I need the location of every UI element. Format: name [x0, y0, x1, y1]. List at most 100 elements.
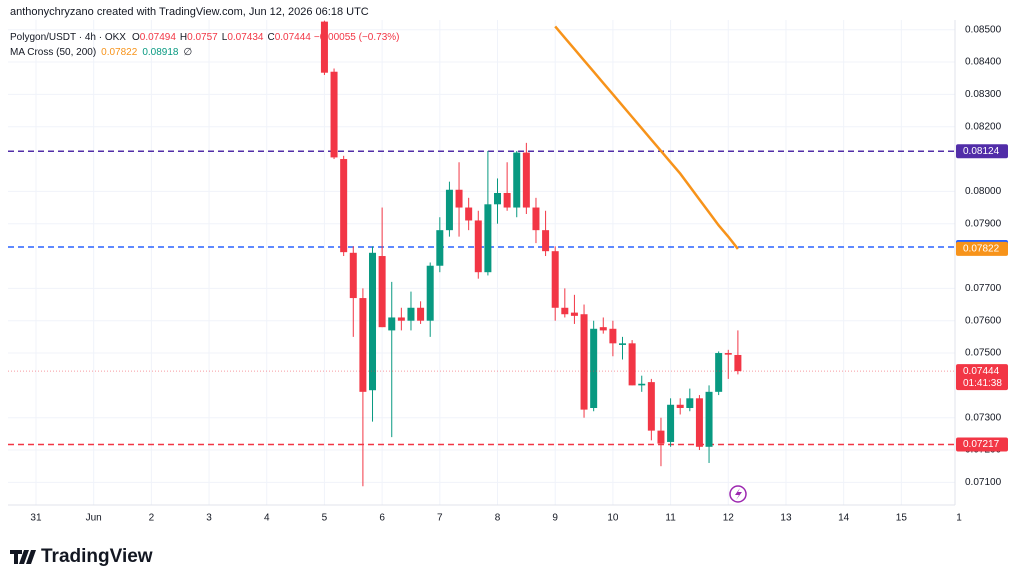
candle-body — [320, 21, 328, 73]
candle-body — [474, 220, 482, 273]
x-tick-label: 11 — [665, 513, 676, 524]
y-tick-label: 0.08200 — [965, 121, 1002, 132]
candle-body — [667, 404, 675, 442]
candle-body — [686, 398, 694, 408]
legend-symbol: Polygon/USDT · 4h · OKX — [10, 32, 126, 43]
candle-body — [407, 307, 415, 321]
candle-body — [532, 207, 540, 231]
candle-body — [369, 252, 377, 391]
x-tick-label: 7 — [437, 513, 443, 524]
legend-letter: H — [180, 32, 187, 43]
x-tick-label: 6 — [379, 513, 385, 524]
candle-body — [580, 314, 588, 410]
y-tick-label: 0.07100 — [965, 477, 1002, 488]
x-tick-label: 5 — [322, 513, 328, 524]
x-tick-label: 8 — [495, 513, 501, 524]
candle-body — [676, 404, 684, 408]
x-tick-label: 9 — [552, 513, 558, 524]
y-tick-label: 0.08300 — [965, 89, 1002, 100]
y-tick-label: 0.08000 — [965, 186, 1002, 197]
candle-body — [455, 189, 463, 208]
legend-value: 0.07494 — [140, 32, 177, 43]
countdown-label: 01:41:38 — [963, 378, 1002, 389]
candle-body — [734, 354, 742, 372]
legend-indicator: MA Cross (50, 200) 0.07822 0.08918 ∅ — [10, 47, 192, 58]
x-tick-label: 13 — [780, 513, 792, 524]
candle-body — [494, 192, 502, 205]
brand-logo — [10, 550, 36, 564]
y-tick-label: 0.07300 — [965, 412, 1002, 423]
plot-area — [8, 20, 955, 487]
candle-body — [445, 189, 453, 231]
x-tick-label: 15 — [896, 513, 908, 524]
x-tick-label: 4 — [264, 513, 270, 524]
candle-body — [378, 256, 386, 328]
no-value-sign: ∅ — [183, 47, 192, 58]
candle-body — [695, 398, 703, 447]
price-badge-label: 0.07217 — [963, 439, 1000, 450]
price-badge — [956, 144, 1008, 159]
price-badge — [956, 241, 1008, 256]
legend-value: 0.07444 — [275, 32, 312, 43]
candle-body — [609, 328, 617, 344]
price-badge — [956, 437, 1008, 452]
grid — [8, 20, 955, 505]
x-tick-label: 12 — [723, 513, 735, 524]
candle-body — [590, 328, 598, 408]
legend-letter: C — [267, 32, 274, 43]
legend-letter: L — [222, 32, 228, 43]
candle-body — [359, 298, 367, 392]
y-tick-label: 0.08400 — [965, 57, 1002, 68]
candle-body — [570, 312, 578, 316]
candle-body — [628, 343, 636, 386]
candle-body — [503, 192, 511, 208]
candle-body — [388, 317, 396, 331]
candle-body — [340, 159, 348, 253]
candle-body — [484, 204, 492, 273]
x-tick-label: Jun — [86, 513, 102, 524]
price-badge — [956, 364, 1008, 391]
x-tick-label: 31 — [30, 513, 42, 524]
candle-body — [647, 382, 655, 431]
price-badge-label: 0.08124 — [963, 146, 1000, 157]
candle-body — [465, 207, 473, 221]
legend-ohlc: Polygon/USDT · 4h · OKX O0.07494 H0.0757 L 0… — [10, 32, 399, 43]
legend-value: 0.0757 — [187, 32, 218, 43]
candle-body — [542, 230, 550, 252]
event-icon[interactable] — [729, 485, 747, 503]
candle-body — [426, 265, 434, 321]
candle-body — [397, 317, 405, 321]
x-tick-label: 14 — [838, 513, 850, 524]
x-tick-label: 10 — [607, 513, 619, 524]
indicator-name: MA Cross (50, 200) — [10, 47, 96, 58]
price-badge-label: 0.07444 — [963, 366, 1000, 377]
candle-body — [715, 353, 723, 392]
candle-body — [513, 152, 521, 208]
x-tick-label: 2 — [149, 513, 155, 524]
candle-body — [561, 307, 569, 315]
y-tick-label: 0.08500 — [965, 24, 1002, 35]
legend-letter: O — [132, 32, 140, 43]
y-tick-label: 0.07500 — [965, 348, 1002, 359]
candle-body — [724, 353, 732, 355]
candle-body — [638, 383, 646, 386]
y-tick-label: 0.07600 — [965, 315, 1002, 326]
candle-body — [330, 71, 338, 158]
x-tick-label: 1 — [956, 513, 962, 524]
ma50-value: 0.07822 — [101, 47, 138, 58]
header-title: anthonychryzano created with TradingView… — [10, 6, 369, 18]
candle-body — [551, 251, 559, 308]
ma-line — [554, 25, 739, 250]
legend-change: −0.00055 (−0.73%) — [314, 32, 400, 43]
event-bolt — [735, 488, 742, 500]
ma200-value: 0.08918 — [142, 47, 179, 58]
candle-body — [619, 343, 627, 345]
y-tick-label: 0.07700 — [965, 283, 1002, 294]
candle-body — [705, 391, 713, 447]
price-badge-label: 0.07822 — [963, 244, 1000, 255]
candle-body — [657, 430, 665, 444]
candle-body — [436, 230, 444, 266]
candle-body — [417, 307, 425, 321]
